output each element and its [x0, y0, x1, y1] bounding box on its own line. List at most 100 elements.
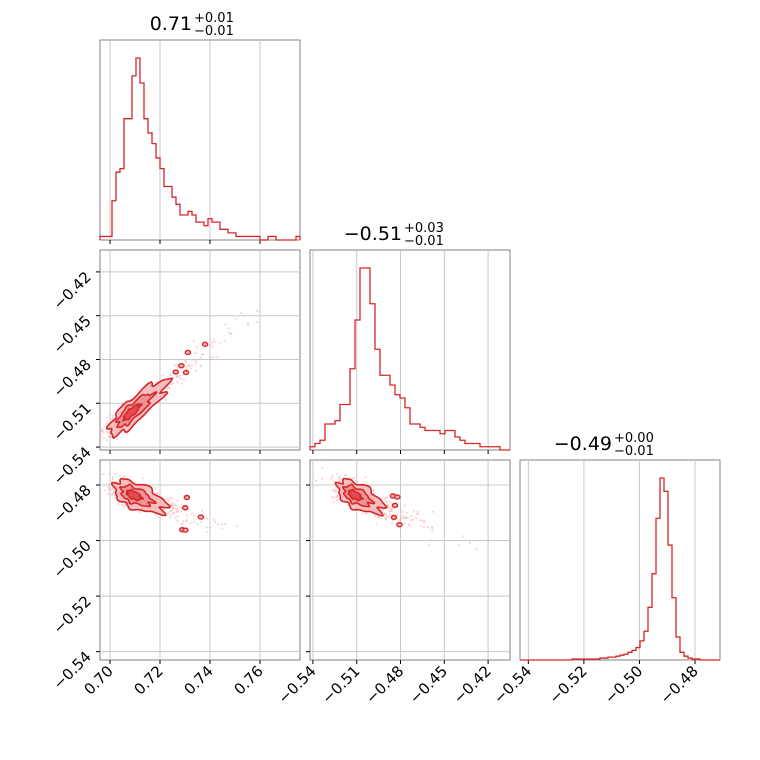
sample-point [386, 500, 389, 503]
sample-point [333, 496, 336, 499]
sample-point [429, 539, 433, 542]
contour-island [178, 363, 185, 369]
sample-point [416, 512, 419, 516]
sample-point [399, 508, 402, 511]
sample-point [431, 510, 435, 513]
sample-point [331, 496, 334, 499]
sample-point [388, 515, 391, 518]
sample-point [385, 496, 389, 499]
contour-level-2 [125, 488, 144, 502]
sample-point [195, 346, 198, 349]
sample-point [105, 439, 108, 442]
sample-point [180, 382, 184, 385]
sample-point [100, 436, 101, 438]
y-tick-label: −0.42 [50, 268, 95, 313]
sample-point [409, 519, 413, 522]
sample-point [415, 516, 418, 520]
sample-point [334, 490, 338, 494]
sample-point [335, 494, 338, 497]
sample-point [93, 485, 95, 487]
param-title-plus-2: +0.00 [614, 431, 654, 446]
sample-point [101, 428, 104, 431]
sample-point [100, 489, 101, 491]
contour-island [183, 494, 191, 501]
sample-point [125, 432, 128, 435]
sample-point [171, 497, 174, 500]
sample-point [123, 474, 126, 478]
sample-point [200, 346, 204, 349]
sample-point [97, 470, 99, 472]
sample-point [176, 364, 179, 367]
sample-point [105, 431, 109, 434]
sample-point [331, 475, 334, 478]
sample-point [389, 500, 392, 504]
sample-point [206, 517, 209, 520]
x-tick-label: −0.50 [601, 662, 646, 707]
sample-point [403, 522, 406, 525]
sample-point [391, 507, 394, 510]
sample-point [223, 339, 226, 343]
sample-point [211, 341, 214, 344]
sample-point [389, 513, 392, 516]
sample-point [258, 310, 261, 313]
sample-point [365, 512, 368, 515]
sample-point [117, 503, 120, 506]
sample-point [200, 353, 203, 356]
sample-point [174, 504, 177, 507]
sample-point [168, 516, 171, 519]
sample-point [185, 368, 188, 371]
sample-point [159, 491, 162, 494]
sample-point [383, 512, 386, 516]
sample-point [224, 323, 227, 326]
sample-point [235, 318, 238, 321]
sample-point [116, 438, 119, 441]
sample-point [300, 559, 302, 561]
sample-point [95, 481, 97, 483]
sample-point [165, 512, 169, 515]
sample-point [385, 513, 388, 516]
sample-point [200, 509, 204, 512]
sample-point [209, 343, 212, 346]
sample-point [180, 510, 183, 513]
sample-point [212, 518, 215, 522]
sample-point [200, 521, 203, 524]
sample-point [156, 491, 159, 495]
sample-point [223, 522, 227, 525]
contour-island [390, 514, 398, 521]
sample-point [156, 516, 159, 519]
sample-point [174, 517, 177, 520]
sample-point [102, 431, 105, 434]
sample-point [167, 498, 170, 501]
x-tick-label: −0.48 [362, 662, 407, 707]
sample-point [221, 527, 224, 530]
sample-point [107, 493, 110, 496]
sample-point [213, 520, 217, 524]
sample-point [372, 489, 375, 493]
contour-island [182, 369, 190, 376]
sample-point [330, 477, 333, 480]
sample-point [165, 497, 168, 501]
sample-point [108, 473, 111, 476]
sample-point [181, 522, 184, 526]
x-tick-label: −0.54 [490, 662, 535, 707]
sample-point [95, 479, 97, 481]
sample-point [332, 489, 336, 493]
contour-island [172, 369, 180, 375]
param-title-plus-0: +0.01 [194, 11, 234, 26]
panels [93, 39, 721, 664]
sample-point [120, 503, 124, 507]
sample-point [106, 416, 109, 419]
sample-point [199, 356, 202, 359]
sample-point [185, 365, 188, 368]
sample-point [193, 514, 196, 517]
sample-point [170, 509, 173, 512]
x-tick-label: −0.54 [275, 662, 320, 707]
grid [109, 40, 261, 244]
sample-point [412, 518, 415, 521]
hist-panel-2 [519, 459, 721, 661]
sample-point [221, 523, 224, 526]
sample-point [314, 479, 318, 482]
sample-point [169, 383, 173, 386]
sample-point [172, 507, 175, 510]
sample-point [194, 351, 197, 354]
